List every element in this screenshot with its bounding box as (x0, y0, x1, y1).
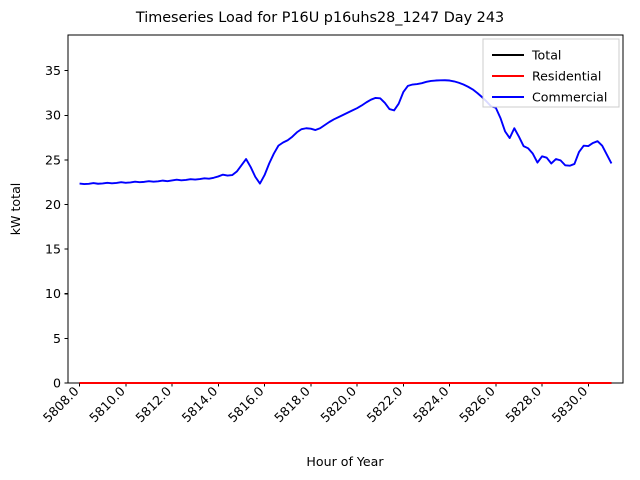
y-tick-label: 35 (45, 63, 61, 78)
x-tick-label: 5810.0 (86, 384, 128, 426)
series-lines (79, 79, 613, 384)
x-tick-label: 5828.0 (502, 384, 544, 426)
x-tick-labels: 5808.0 5810.0 5812.0 5814.0 5816.0 5818.0 5820… (40, 384, 591, 426)
chart-title: Timeseries Load for P16U p16uhs28_1247 D… (135, 10, 504, 26)
y-tick-label: 5 (53, 331, 61, 346)
y-tick-label: 20 (45, 197, 61, 212)
chart-legend: Total Residential Commercial (482, 38, 620, 108)
y-tick-label: 15 (45, 242, 61, 257)
legend-label-commercial: Commercial (532, 90, 607, 105)
y-tick-label: 0 (53, 375, 61, 390)
x-tick-label: 5820.0 (317, 384, 359, 426)
x-axis-label: Hour of Year (306, 454, 384, 469)
y-tick-labels: 0 5 10 15 20 25 30 35 (45, 63, 61, 390)
legend-label-total: Total (531, 48, 561, 63)
y-axis-label: kW total (8, 183, 23, 236)
x-tick-label: 5816.0 (225, 384, 267, 426)
x-tick-label: 5822.0 (364, 384, 406, 426)
tick-marks (64, 70, 589, 387)
x-tick-label: 5812.0 (132, 384, 174, 426)
x-tick-label: 5824.0 (410, 384, 452, 426)
legend-label-residential: Residential (532, 69, 601, 84)
y-tick-label: 25 (45, 152, 61, 167)
y-tick-label: 10 (45, 286, 61, 301)
series-line-commercial (79, 79, 613, 185)
x-tick-label: 5826.0 (456, 384, 498, 426)
x-tick-label: 5830.0 (549, 384, 591, 426)
legend-frame (482, 38, 620, 108)
y-tick-label: 30 (45, 108, 61, 123)
x-tick-label: 5818.0 (271, 384, 313, 426)
x-tick-label: 5814.0 (179, 384, 221, 426)
